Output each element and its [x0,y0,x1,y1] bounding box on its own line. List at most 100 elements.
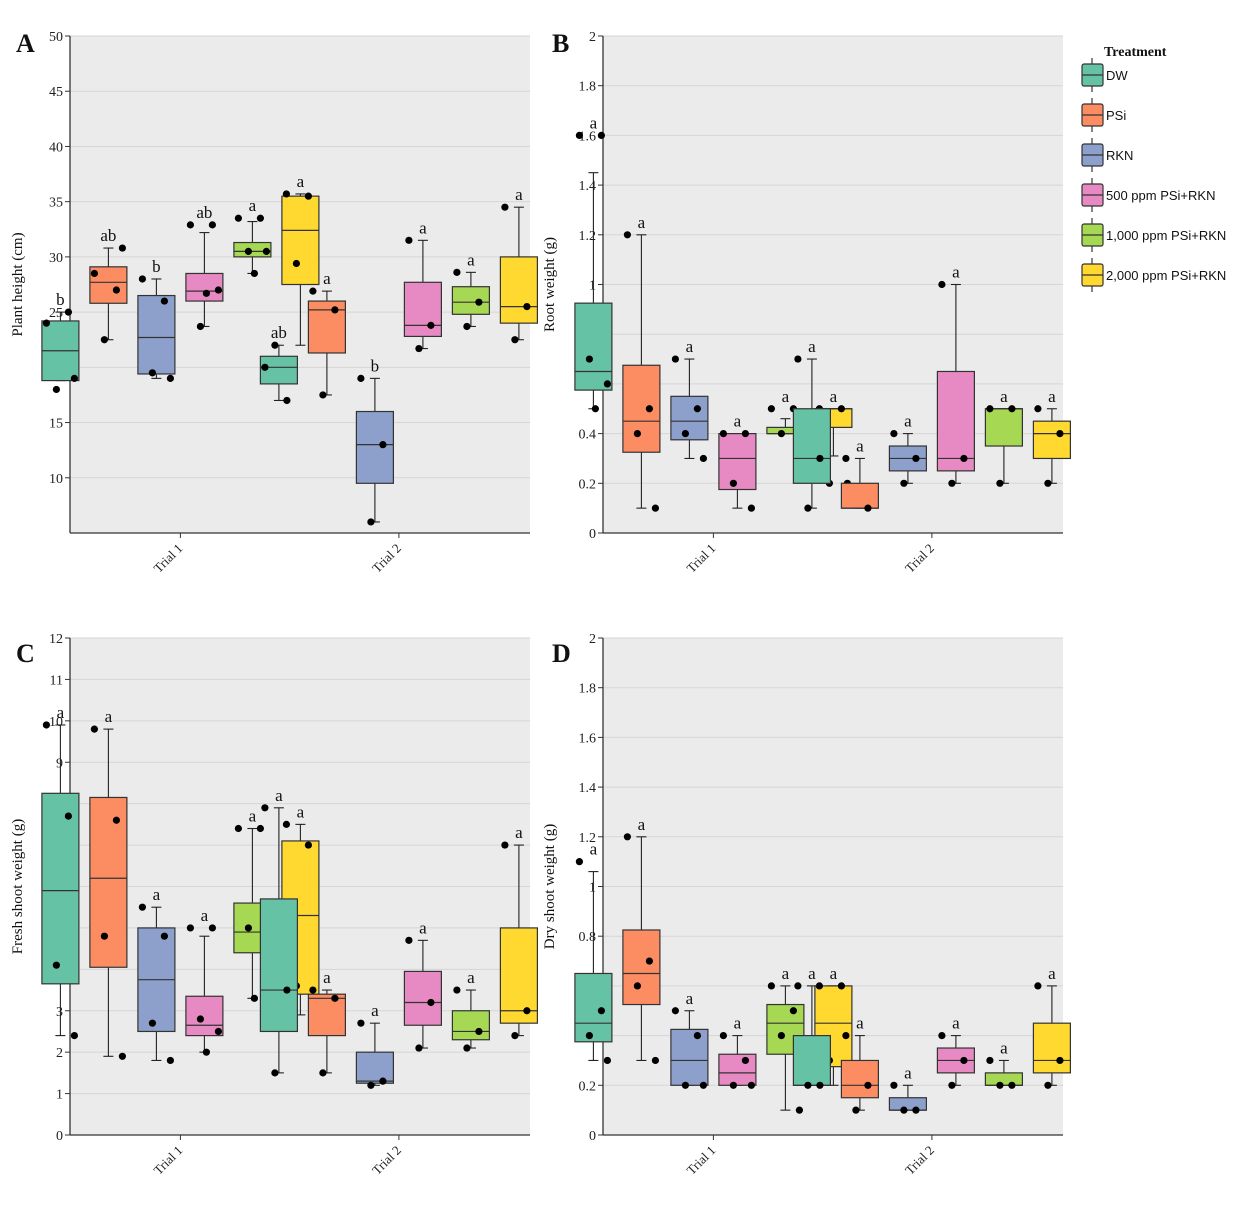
box-body [307,300,346,354]
box-body [451,1010,490,1041]
box-500-ppm-psi-rkn: a [936,1014,976,1089]
significance-letter: a [904,1063,912,1082]
data-point [912,454,920,463]
legend-item: RKN [1081,138,1133,172]
data-point [214,1027,222,1036]
y-tick-label: 1.8 [579,80,597,95]
significance-letter: a [275,786,283,805]
data-point [623,231,632,239]
legend: Treatment DW PSi RKN 500 ppm PSi+RKN 1,000 pp… [1081,45,1226,292]
x-tick-label: Trial 1 [683,541,718,576]
box-psi: ab [89,226,128,344]
data-point [148,1019,156,1027]
box-body [936,370,976,472]
box-2-000-ppm-psi-rkn: a [499,185,538,344]
box-1-000-ppm-psi-rkn: a [984,1038,1024,1089]
data-point [234,824,242,833]
x-tick-label: Trial 2 [369,1143,404,1178]
data-point [261,804,269,812]
box-dw: a [792,964,832,1089]
y-tick-label: 0 [589,527,596,542]
significance-letter: a [952,1014,960,1033]
data-point [789,1007,798,1015]
significance-letter: a [686,337,694,356]
data-point [379,441,387,449]
data-point [357,1019,365,1027]
data-point [575,131,584,139]
data-point [64,812,72,820]
data-point [1056,1056,1064,1065]
box-body [403,970,442,1026]
data-point [250,269,258,278]
data-point [795,1106,804,1114]
y-tick-label: 0 [589,1129,596,1144]
y-tick-label: 9 [56,756,63,771]
data-point [463,1044,471,1052]
significance-letter: b [56,290,65,309]
significance-letter: ab [196,203,212,222]
data-point [816,1081,824,1089]
significance-letter: ab [271,323,287,342]
box-body [1032,1022,1072,1074]
y-tick-label: 1.2 [579,831,597,846]
box-500-ppm-psi-rkn: a [185,906,224,1056]
y-tick-label: 1.4 [579,781,597,796]
data-point [1056,430,1064,438]
data-point [603,380,612,388]
significance-letter: a [1000,387,1008,406]
y-tick-label: 1 [56,1088,63,1103]
data-point [699,1081,708,1089]
data-point [283,396,291,405]
data-point [767,982,776,990]
y-tick-label: 15 [49,417,63,432]
data-point [575,858,584,866]
box-psi: a [307,968,346,1077]
box-body [984,1072,1024,1086]
data-point [890,1081,898,1089]
data-point [282,190,290,198]
y-tick-label: 1.2 [579,229,597,244]
significance-letter: a [467,250,475,269]
data-point [1034,405,1042,413]
data-point [501,203,509,211]
box-dw: a [259,786,298,1077]
legend-item: PSi [1081,98,1126,132]
data-point [671,1007,680,1015]
box-body [499,256,538,324]
data-point [208,221,216,229]
data-point [511,1032,519,1040]
data-point [900,479,908,487]
y-tick-label: 0.2 [579,477,597,492]
data-point [304,192,312,200]
data-point [331,994,339,1002]
data-point [256,214,264,222]
data-point [475,1027,483,1036]
box-1-000-ppm-psi-rkn: a [233,196,272,278]
box-dw: a [574,113,613,413]
box-500-ppm-psi-rkn: a [403,218,442,353]
data-point [837,982,846,990]
data-point [890,430,898,438]
data-point [427,998,435,1007]
box-body [451,286,490,315]
data-point [357,374,365,382]
data-point [842,1032,850,1040]
significance-letter: a [1000,1038,1008,1057]
y-tick-label: 1.8 [579,682,597,697]
data-point [938,1032,946,1040]
data-point [523,302,531,311]
data-point [262,247,270,255]
data-point [405,236,413,244]
data-point [52,961,61,969]
y-tick-label: 3 [56,1005,63,1020]
data-point [331,306,339,314]
panel-label: D [552,639,571,668]
significance-letter: a [297,802,305,821]
data-point [645,405,654,413]
y-tick-label: 40 [49,140,63,155]
data-point [283,986,291,994]
significance-letter: a [782,964,790,983]
significance-letter: a [467,968,475,987]
data-point [597,131,606,139]
